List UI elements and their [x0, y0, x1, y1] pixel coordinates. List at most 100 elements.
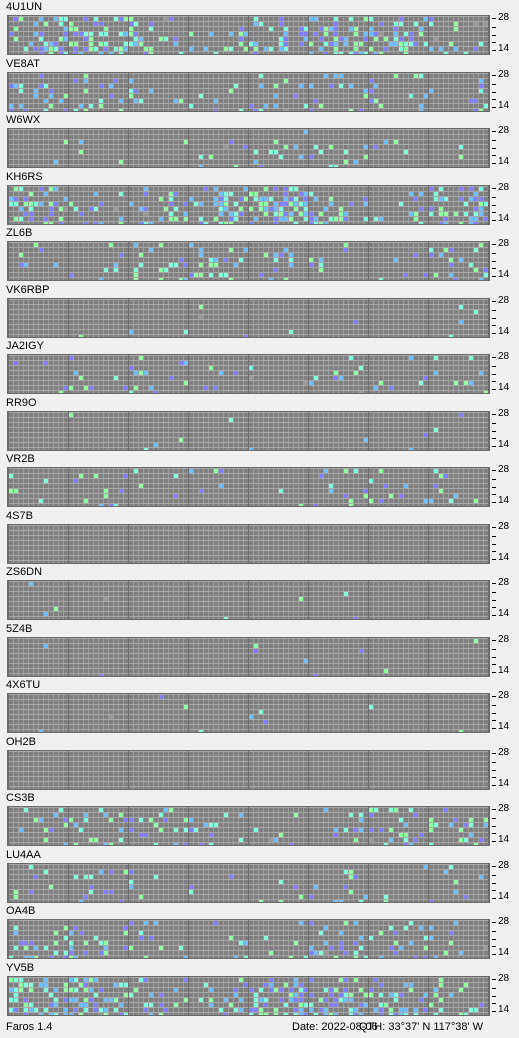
signal-cell [24, 982, 28, 987]
signal-cell [19, 186, 23, 191]
scale-tick [492, 648, 496, 650]
signal-cell [444, 52, 448, 54]
signal-cell [134, 386, 138, 390]
signal-cell [464, 211, 468, 216]
signal-cell [114, 982, 118, 987]
signal-cell [49, 103, 53, 108]
signal-cell [114, 997, 118, 1002]
signal-cell [229, 278, 233, 280]
signal-cell [374, 977, 378, 982]
signal-cell [274, 838, 278, 842]
signal-cell [299, 894, 303, 899]
signal-cell [224, 196, 228, 201]
signal-cell [119, 1002, 123, 1007]
signal-cell [384, 37, 388, 41]
signal-cell [209, 366, 213, 370]
signal-cell [274, 150, 278, 154]
signal-cell [74, 1007, 78, 1012]
signal-cell [319, 150, 323, 154]
signal-cell [264, 1002, 268, 1007]
scale-tick [492, 131, 496, 132]
signal-cell [309, 211, 313, 216]
scale-tick [492, 720, 496, 721]
signal-cell [279, 37, 283, 41]
signal-cell [454, 22, 458, 26]
signal-cell [279, 206, 283, 211]
scale-label-bottom: 14 [498, 156, 510, 167]
signal-cell [359, 108, 363, 111]
propagation-grid [7, 241, 490, 281]
signal-cell [464, 838, 468, 842]
signal-cell [199, 730, 203, 732]
signal-cell [369, 705, 373, 709]
signal-cell [459, 145, 463, 149]
signal-cell [309, 946, 313, 950]
signal-cell [329, 1002, 333, 1007]
signal-cell [174, 843, 178, 845]
signal-cell [244, 982, 248, 987]
signal-cell [164, 17, 168, 21]
signal-cell [229, 1002, 233, 1007]
signal-cell [339, 946, 343, 950]
station-name: OA4B [6, 905, 36, 917]
scale-tick [492, 437, 496, 439]
signal-cell [299, 155, 303, 159]
station-panel: ZL6B 28 14 [0, 226, 519, 282]
signal-cell [119, 253, 123, 257]
signal-cell [324, 52, 328, 54]
scale-tick [492, 615, 496, 616]
signal-cell [369, 27, 373, 31]
signal-cell [304, 1012, 308, 1015]
signal-cell [219, 206, 223, 211]
signal-cell [204, 982, 208, 987]
station-panel: 4X6TU 28 14 [0, 678, 519, 734]
signal-cell [344, 160, 348, 164]
signal-cell [24, 108, 28, 111]
signal-cell [409, 447, 413, 450]
signal-cell [414, 1007, 418, 1012]
signal-cell [379, 982, 383, 987]
propagation-grid [7, 749, 490, 790]
signal-cell [419, 103, 423, 108]
signal-cell [439, 186, 443, 191]
signal-cell [304, 27, 308, 31]
scale-tick [492, 196, 496, 198]
signal-cell [144, 206, 148, 211]
signal-cell [409, 191, 413, 196]
signal-cell [24, 946, 28, 950]
signal-cell [359, 366, 363, 370]
signal-cell [474, 638, 478, 643]
scale-tick [492, 91, 496, 93]
scale-label-bottom: 14 [498, 551, 510, 563]
signal-cell [89, 386, 93, 390]
signal-cell [459, 987, 463, 992]
signal-cell [434, 371, 438, 375]
signal-cell [364, 17, 368, 21]
signal-cell [64, 926, 68, 930]
signal-cell [344, 42, 348, 46]
signal-cell [214, 258, 218, 262]
signal-cell [129, 329, 133, 334]
signal-cell [39, 730, 43, 732]
signal-cell [99, 869, 103, 874]
signal-cell [369, 98, 373, 103]
signal-cell [249, 191, 253, 196]
signal-cell [364, 216, 368, 221]
signal-cell [479, 78, 483, 83]
signal-cell [64, 997, 68, 1002]
signal-cell [444, 951, 448, 955]
signal-cell [109, 504, 113, 506]
signal-cell [379, 216, 383, 221]
signal-cell [139, 484, 143, 488]
signal-cell [14, 17, 18, 21]
signal-cell [474, 98, 478, 103]
signal-cell [279, 833, 283, 837]
signal-cell [184, 843, 188, 845]
scale-tick [492, 671, 496, 673]
signal-cell [94, 1007, 98, 1012]
signal-cell [24, 941, 28, 945]
signal-cell [334, 17, 338, 21]
signal-cell [84, 874, 88, 879]
signal-cell [334, 27, 338, 31]
signal-cell [334, 22, 338, 26]
